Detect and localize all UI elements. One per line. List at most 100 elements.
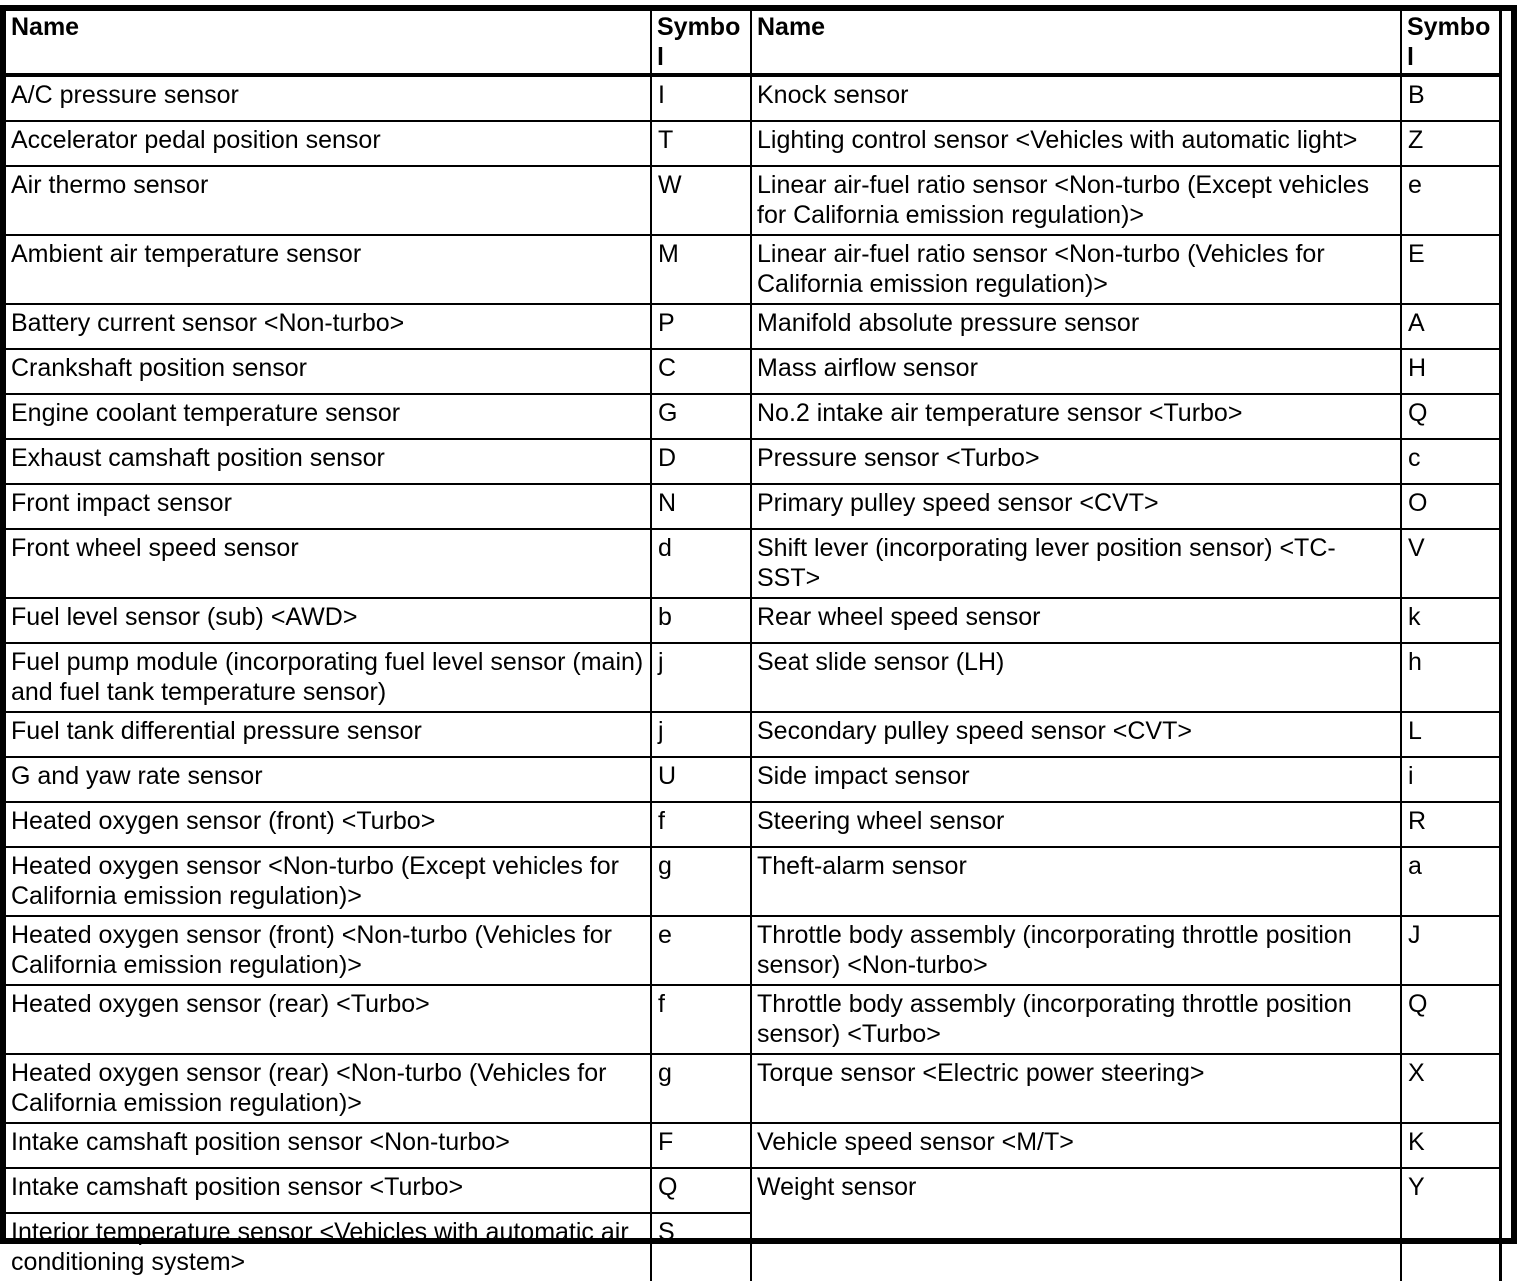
sensor-name-cell: A/C pressure sensor xyxy=(6,74,652,122)
table-body: A/C pressure sensor I Knock sensor B Acceler… xyxy=(6,74,1502,1281)
column-header-symbol: Symbol xyxy=(650,11,752,77)
sensor-name-cell: Pressure sensor <Turbo> xyxy=(750,438,1402,485)
page-frame: Name Symbol Name Symbol A/C pressure sensor… xyxy=(0,5,1517,1281)
table-row: Front wheel speed sensor d Shift lever (in… xyxy=(6,528,1502,599)
sensor-name-cell: Exhaust camshaft position sensor xyxy=(6,438,652,485)
sensor-name-cell: Steering wheel sensor xyxy=(750,801,1402,848)
symbol-cell: Q xyxy=(650,1167,752,1214)
symbol-cell: V xyxy=(1400,528,1502,599)
sensor-name-cell: Linear air-fuel ratio sensor <Non-turbo … xyxy=(750,234,1402,305)
sensor-name-cell: Fuel tank differential pressure sensor xyxy=(6,711,652,758)
table-row: A/C pressure sensor I Knock sensor B xyxy=(6,74,1502,122)
table-row: Heated oxygen sensor (rear) <Non-turbo (… xyxy=(6,1053,1502,1124)
symbol-cell: f xyxy=(650,801,752,848)
table-row: Engine coolant temperature sensor G No.2 i… xyxy=(6,393,1502,440)
symbol-cell: e xyxy=(650,915,752,986)
sensor-name-cell: Primary pulley speed sensor <CVT> xyxy=(750,483,1402,530)
table-row: Exhaust camshaft position sensor D Pressur… xyxy=(6,438,1502,485)
symbol-cell: D xyxy=(650,438,752,485)
sensor-name-cell: Intake camshaft position sensor <Turbo> xyxy=(6,1167,652,1214)
sensor-name-cell: Secondary pulley speed sensor <CVT> xyxy=(750,711,1402,758)
symbol-cell: b xyxy=(650,597,752,644)
sensor-name-cell: Mass airflow sensor xyxy=(750,348,1402,395)
sensor-name-cell: Heated oxygen sensor (front) <Turbo> xyxy=(6,801,652,848)
symbol-cell: f xyxy=(650,984,752,1055)
symbol-cell: P xyxy=(650,303,752,350)
symbol-cell: I xyxy=(650,74,752,122)
sensor-symbol-table: Name Symbol Name Symbol A/C pressure sensor… xyxy=(6,11,1502,1281)
sensor-name-cell: Crankshaft position sensor xyxy=(6,348,652,395)
symbol-cell: a xyxy=(1400,846,1502,917)
table-row: Crankshaft position sensor C Mass airflow … xyxy=(6,348,1502,395)
sensor-name-cell: G and yaw rate sensor xyxy=(6,756,652,803)
sensor-name-cell: Front impact sensor xyxy=(6,483,652,530)
sensor-name-cell: Torque sensor <Electric power steering> xyxy=(750,1053,1402,1124)
symbol-cell: T xyxy=(650,120,752,167)
symbol-cell: O xyxy=(1400,483,1502,530)
symbol-cell: j xyxy=(650,642,752,713)
symbol-cell: d xyxy=(650,528,752,599)
symbol-cell: C xyxy=(650,348,752,395)
sensor-name-cell: Vehicle speed sensor <M/T> xyxy=(750,1122,1402,1169)
sensor-name-cell: Accelerator pedal position sensor xyxy=(6,120,652,167)
table-row: Accelerator pedal position sensor T Lighti… xyxy=(6,120,1502,167)
sensor-name-cell: Throttle body assembly (incorporating th… xyxy=(750,984,1402,1055)
sensor-name-cell: Heated oxygen sensor (rear) <Non-turbo (… xyxy=(6,1053,652,1124)
sensor-name-cell: Shift lever (incorporating lever positio… xyxy=(750,528,1402,599)
symbol-cell: J xyxy=(1400,915,1502,986)
sensor-name-cell: Throttle body assembly (incorporating th… xyxy=(750,915,1402,986)
sensor-name-cell: Theft-alarm sensor xyxy=(750,846,1402,917)
table-row: Fuel pump module (incorporating fuel lev… xyxy=(6,642,1502,713)
symbol-cell: c xyxy=(1400,438,1502,485)
sensor-name-cell: Manifold absolute pressure sensor xyxy=(750,303,1402,350)
sensor-name-cell: Intake camshaft position sensor <Non-tur… xyxy=(6,1122,652,1169)
symbol-cell: g xyxy=(650,1053,752,1124)
symbol-cell: L xyxy=(1400,711,1502,758)
sensor-name-cell: Fuel pump module (incorporating fuel lev… xyxy=(6,642,652,713)
table-row: Air thermo sensor W Linear air-fuel ratio … xyxy=(6,165,1502,236)
symbol-cell: H xyxy=(1400,348,1502,395)
symbol-cell: i xyxy=(1400,756,1502,803)
table-row: Heated oxygen sensor (rear) <Turbo> f Thro… xyxy=(6,984,1502,1055)
sensor-name-cell: No.2 intake air temperature sensor <Turb… xyxy=(750,393,1402,440)
table-row: Heated oxygen sensor (front) <Turbo> f Ste… xyxy=(6,801,1502,848)
sensor-name-cell: Fuel level sensor (sub) <AWD> xyxy=(6,597,652,644)
symbol-cell: B xyxy=(1400,74,1502,122)
header-row: Name Symbol Name Symbol xyxy=(6,11,1502,77)
table-row: Heated oxygen sensor (front) <Non-turbo … xyxy=(6,915,1502,986)
sensor-name-cell: Heated oxygen sensor <Non-turbo (Except … xyxy=(6,846,652,917)
symbol-cell: K xyxy=(1400,1122,1502,1169)
symbol-cell: e xyxy=(1400,165,1502,236)
symbol-cell: U xyxy=(650,756,752,803)
table-row: Intake camshaft position sensor <Turbo> Q… xyxy=(6,1167,1502,1281)
symbol-cell: R xyxy=(1400,801,1502,848)
sensor-name-cell: Ambient air temperature sensor xyxy=(6,234,652,305)
symbol-cell: G xyxy=(650,393,752,440)
table-row: G and yaw rate sensor U Side impact sensor… xyxy=(6,756,1502,803)
symbol-cell: Q xyxy=(1400,393,1502,440)
table-row: Battery current sensor <Non-turbo> P Manif… xyxy=(6,303,1502,350)
table-row: Ambient air temperature sensor M Linear ai… xyxy=(6,234,1502,305)
symbol-cell: Y xyxy=(1400,1167,1502,1281)
sensor-name-cell: Weight sensor xyxy=(750,1167,1402,1281)
symbol-cell: g xyxy=(650,846,752,917)
table-row: Heated oxygen sensor <Non-turbo (Except … xyxy=(6,846,1502,917)
symbol-cell: N xyxy=(650,483,752,530)
column-header-name: Name xyxy=(750,11,1402,77)
sensor-name-cell: Linear air-fuel ratio sensor <Non-turbo … xyxy=(750,165,1402,236)
column-header-name: Name xyxy=(6,11,652,77)
sensor-name-cell: Seat slide sensor (LH) xyxy=(750,642,1402,713)
sensor-name-cell: Heated oxygen sensor (rear) <Turbo> xyxy=(6,984,652,1055)
table-header: Name Symbol Name Symbol xyxy=(6,11,1502,77)
sensor-name-cell: Knock sensor xyxy=(750,74,1402,122)
symbol-cell: Q xyxy=(1400,984,1502,1055)
table-area: Name Symbol Name Symbol A/C pressure sensor… xyxy=(6,11,1502,1281)
table-row: Fuel level sensor (sub) <AWD> b Rear wheel… xyxy=(6,597,1502,644)
symbol-cell: E xyxy=(1400,234,1502,305)
symbol-cell: j xyxy=(650,711,752,758)
sensor-name-cell: Engine coolant temperature sensor xyxy=(6,393,652,440)
symbol-cell: F xyxy=(650,1122,752,1169)
sensor-name-cell: Heated oxygen sensor (front) <Non-turbo … xyxy=(6,915,652,986)
sensor-name-cell: Side impact sensor xyxy=(750,756,1402,803)
sensor-name-cell: Battery current sensor <Non-turbo> xyxy=(6,303,652,350)
